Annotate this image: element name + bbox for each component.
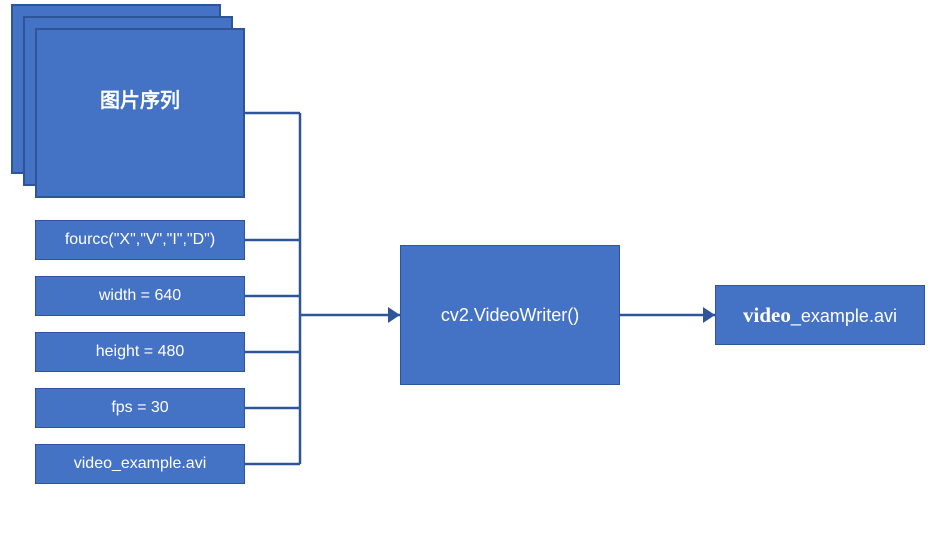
center-label: cv2.VideoWriter() [441,305,579,326]
output-box: video_example.avi [715,285,925,345]
output-label: video_example.avi [743,303,897,328]
param-box: height = 480 [35,332,245,372]
param-label: width = 640 [99,287,181,305]
output-suffix: _example.avi [791,306,897,326]
param-box: fps = 30 [35,388,245,428]
center-box: cv2.VideoWriter() [400,245,620,385]
image-sequence-card-front: 图片序列 [35,28,245,198]
param-box: width = 640 [35,276,245,316]
param-label: fourcc("X","V","I","D") [65,231,215,249]
param-box: fourcc("X","V","I","D") [35,220,245,260]
param-box: video_example.avi [35,444,245,484]
param-label: fps = 30 [111,399,168,417]
image-sequence-label: 图片序列 [100,84,180,113]
param-label: video_example.avi [74,455,207,473]
param-label: height = 480 [96,343,185,361]
output-prefix: video [743,303,791,327]
